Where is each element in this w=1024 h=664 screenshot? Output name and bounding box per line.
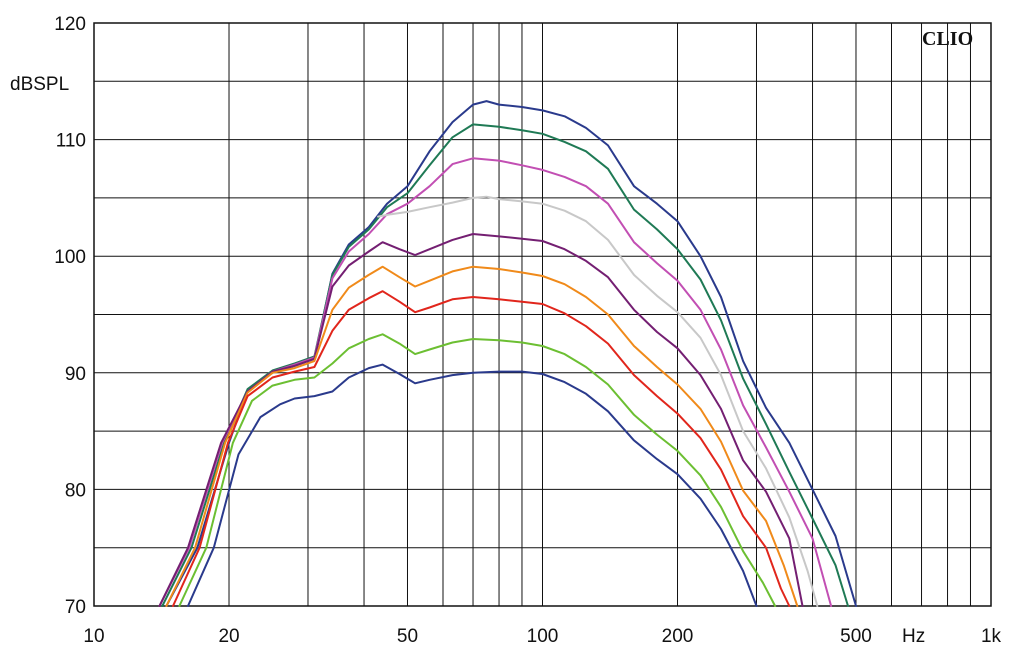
x-tick-label: 500 — [840, 626, 872, 647]
plot-frame — [93, 22, 992, 607]
y-tick-label: 70 — [65, 597, 86, 618]
series-line-9 — [187, 363, 758, 607]
series-line-5 — [158, 233, 804, 607]
series-layer — [158, 100, 857, 607]
x-tick-label: 1k — [981, 626, 1002, 647]
series-line-6 — [165, 265, 799, 607]
x-tick-label: 200 — [662, 626, 694, 647]
y-tick-label: 90 — [65, 364, 86, 385]
axes: 10 20 50 100 200 500 1k 120 110 100 90 80 70 — [54, 14, 1001, 647]
x-axis-label: Hz — [902, 626, 925, 647]
y-axis-label: dBSPL — [10, 74, 69, 95]
x-tick-label: 10 — [83, 626, 104, 647]
series-line-7 — [172, 290, 791, 607]
brand-logo: CLIO — [922, 28, 973, 50]
y-tick-label: 100 — [54, 247, 86, 268]
series-line-4 — [377, 195, 819, 607]
x-tick-label: 100 — [527, 626, 559, 647]
x-tick-label: 50 — [397, 626, 418, 647]
y-tick-label: 120 — [54, 14, 86, 35]
series-line-2 — [161, 123, 849, 607]
y-tick-label: 80 — [65, 480, 86, 501]
series-line-8 — [178, 333, 777, 607]
grid — [93, 22, 992, 607]
x-tick-label: 20 — [218, 626, 239, 647]
series-line-3 — [158, 157, 833, 607]
y-tick-label: 110 — [56, 131, 86, 152]
